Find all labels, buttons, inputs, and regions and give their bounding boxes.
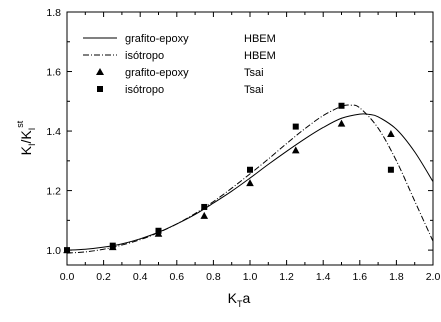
x-axis-label: KTa (228, 290, 251, 309)
x-tick-label: 0.0 (60, 271, 75, 283)
legend-method-2: HBEM (244, 50, 276, 62)
x-tick-label: 0.8 (206, 271, 221, 283)
y-tick-label: 1.8 (46, 7, 61, 19)
legend-label-4: isótropo (125, 84, 164, 96)
y-tick-label: 1.2 (46, 186, 61, 198)
data-point-grafito-epoxy-tsai (387, 130, 395, 138)
data-point-isotropo-tsai (201, 203, 208, 210)
x-tick-label: 1.2 (279, 271, 294, 283)
y-tick-label: 1.6 (46, 67, 61, 79)
x-tick-label: 0.2 (96, 271, 111, 283)
data-point-isotropo-tsai (109, 242, 116, 249)
data-point-isotropo-tsai (387, 166, 394, 173)
x-tick-label: 2.0 (426, 271, 441, 283)
legend-method-1: HBEM (244, 33, 276, 45)
axis-ticks: 0.0 0.2 0.4 0.6 0.8 1.0 1.2 1.4 1.6 1.8 2.0 1.0 1.2 1… (46, 7, 440, 283)
y-tick-label: 1.4 (46, 126, 61, 138)
x-tick-label: 0.6 (169, 271, 184, 283)
x-tick-label: 1.8 (389, 271, 404, 283)
legend: grafito-epoxy HBEM isótropo HBEM grafito… (83, 33, 276, 96)
data-point-grafito-epoxy-tsai (200, 211, 209, 219)
y-tick-label: 1.0 (46, 245, 61, 257)
series-markers (63, 102, 395, 254)
series-line-isotropo-hbem (66, 104, 434, 254)
data-point-grafito-epoxy-tsai (337, 119, 346, 127)
series-curves (66, 104, 434, 254)
series-line-grafito-epoxy-hbem (66, 113, 434, 251)
y-axis-label: KI/KIst (15, 120, 37, 155)
data-point-grafito-epoxy-tsai (291, 146, 300, 154)
legend-label-3: grafito-epoxy (125, 67, 189, 79)
legend-label-2: isótropo (125, 50, 164, 62)
x-tick-label: 1.0 (243, 271, 258, 283)
data-point-isotropo-tsai (338, 102, 345, 109)
legend-method-4: Tsai (244, 84, 264, 96)
x-tick-label: 1.6 (352, 271, 367, 283)
data-point-isotropo-tsai (247, 166, 253, 173)
data-point-isotropo-tsai (155, 227, 162, 234)
data-point-isotropo-tsai (292, 123, 299, 130)
legend-triangle-marker (96, 68, 104, 75)
legend-square-marker (97, 86, 103, 92)
data-point-isotropo-tsai (64, 247, 70, 254)
legend-method-3: Tsai (244, 67, 264, 79)
x-tick-label: 0.4 (133, 271, 148, 283)
data-point-grafito-epoxy-tsai (246, 179, 254, 187)
legend-label-1: grafito-epoxy (125, 33, 189, 45)
x-tick-label: 1.4 (316, 271, 331, 283)
